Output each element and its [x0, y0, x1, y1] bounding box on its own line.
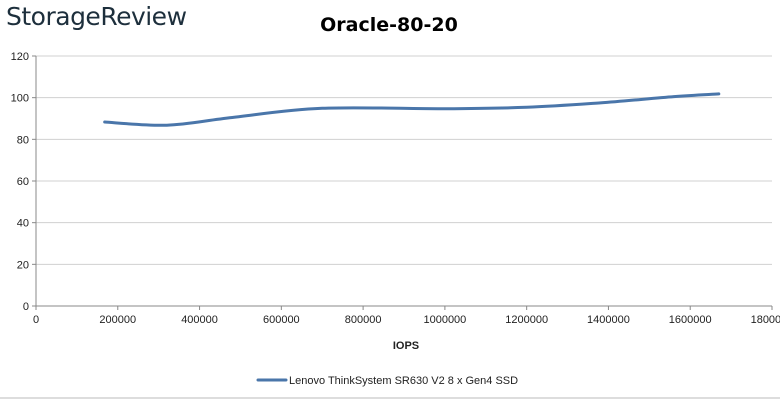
y-tick-labels: 0 20 40 60 80 100 120	[11, 51, 29, 313]
y-tick-label: 80	[17, 134, 29, 146]
storagereview-logo: StorageReview	[6, 2, 187, 31]
series-line	[103, 92, 721, 127]
legend-label: Lenovo ThinkSystem SR630 V2 8 x Gen4 SSD	[289, 375, 518, 387]
x-tick-label: 0	[33, 314, 39, 326]
x-tick-label: 1000000	[423, 314, 466, 326]
y-tick-label: 100	[11, 93, 29, 105]
y-tick-label: 40	[17, 218, 29, 230]
x-tick-label: 1600000	[669, 314, 712, 326]
x-tick-label: 1400000	[587, 314, 630, 326]
series-layer	[103, 92, 721, 127]
y-tick-label: 20	[17, 259, 29, 271]
x-axis-label: IOPS	[393, 340, 419, 352]
y-tick-label: 0	[23, 301, 29, 313]
legend: Lenovo ThinkSystem SR630 V2 8 x Gen4 SSD	[256, 375, 518, 387]
x-tick-label: 600000	[263, 314, 300, 326]
chart-title-text: Oracle-80-20	[320, 14, 458, 36]
x-tick-label: 1800000	[751, 314, 780, 326]
chart-title: Oracle-80-20	[0, 14, 780, 36]
x-tick-label: 800000	[345, 314, 382, 326]
x-tick-labels: 0 200000 400000 600000 800000 1000000 1200000 1…	[33, 314, 780, 326]
y-tick-label: 60	[17, 176, 29, 188]
x-tick-label: 200000	[99, 314, 136, 326]
x-tick-label: 1200000	[505, 314, 548, 326]
gridlines	[36, 55, 772, 265]
y-tick-label: 120	[11, 51, 29, 63]
axes	[32, 55, 773, 310]
x-tick-label: 400000	[181, 314, 218, 326]
